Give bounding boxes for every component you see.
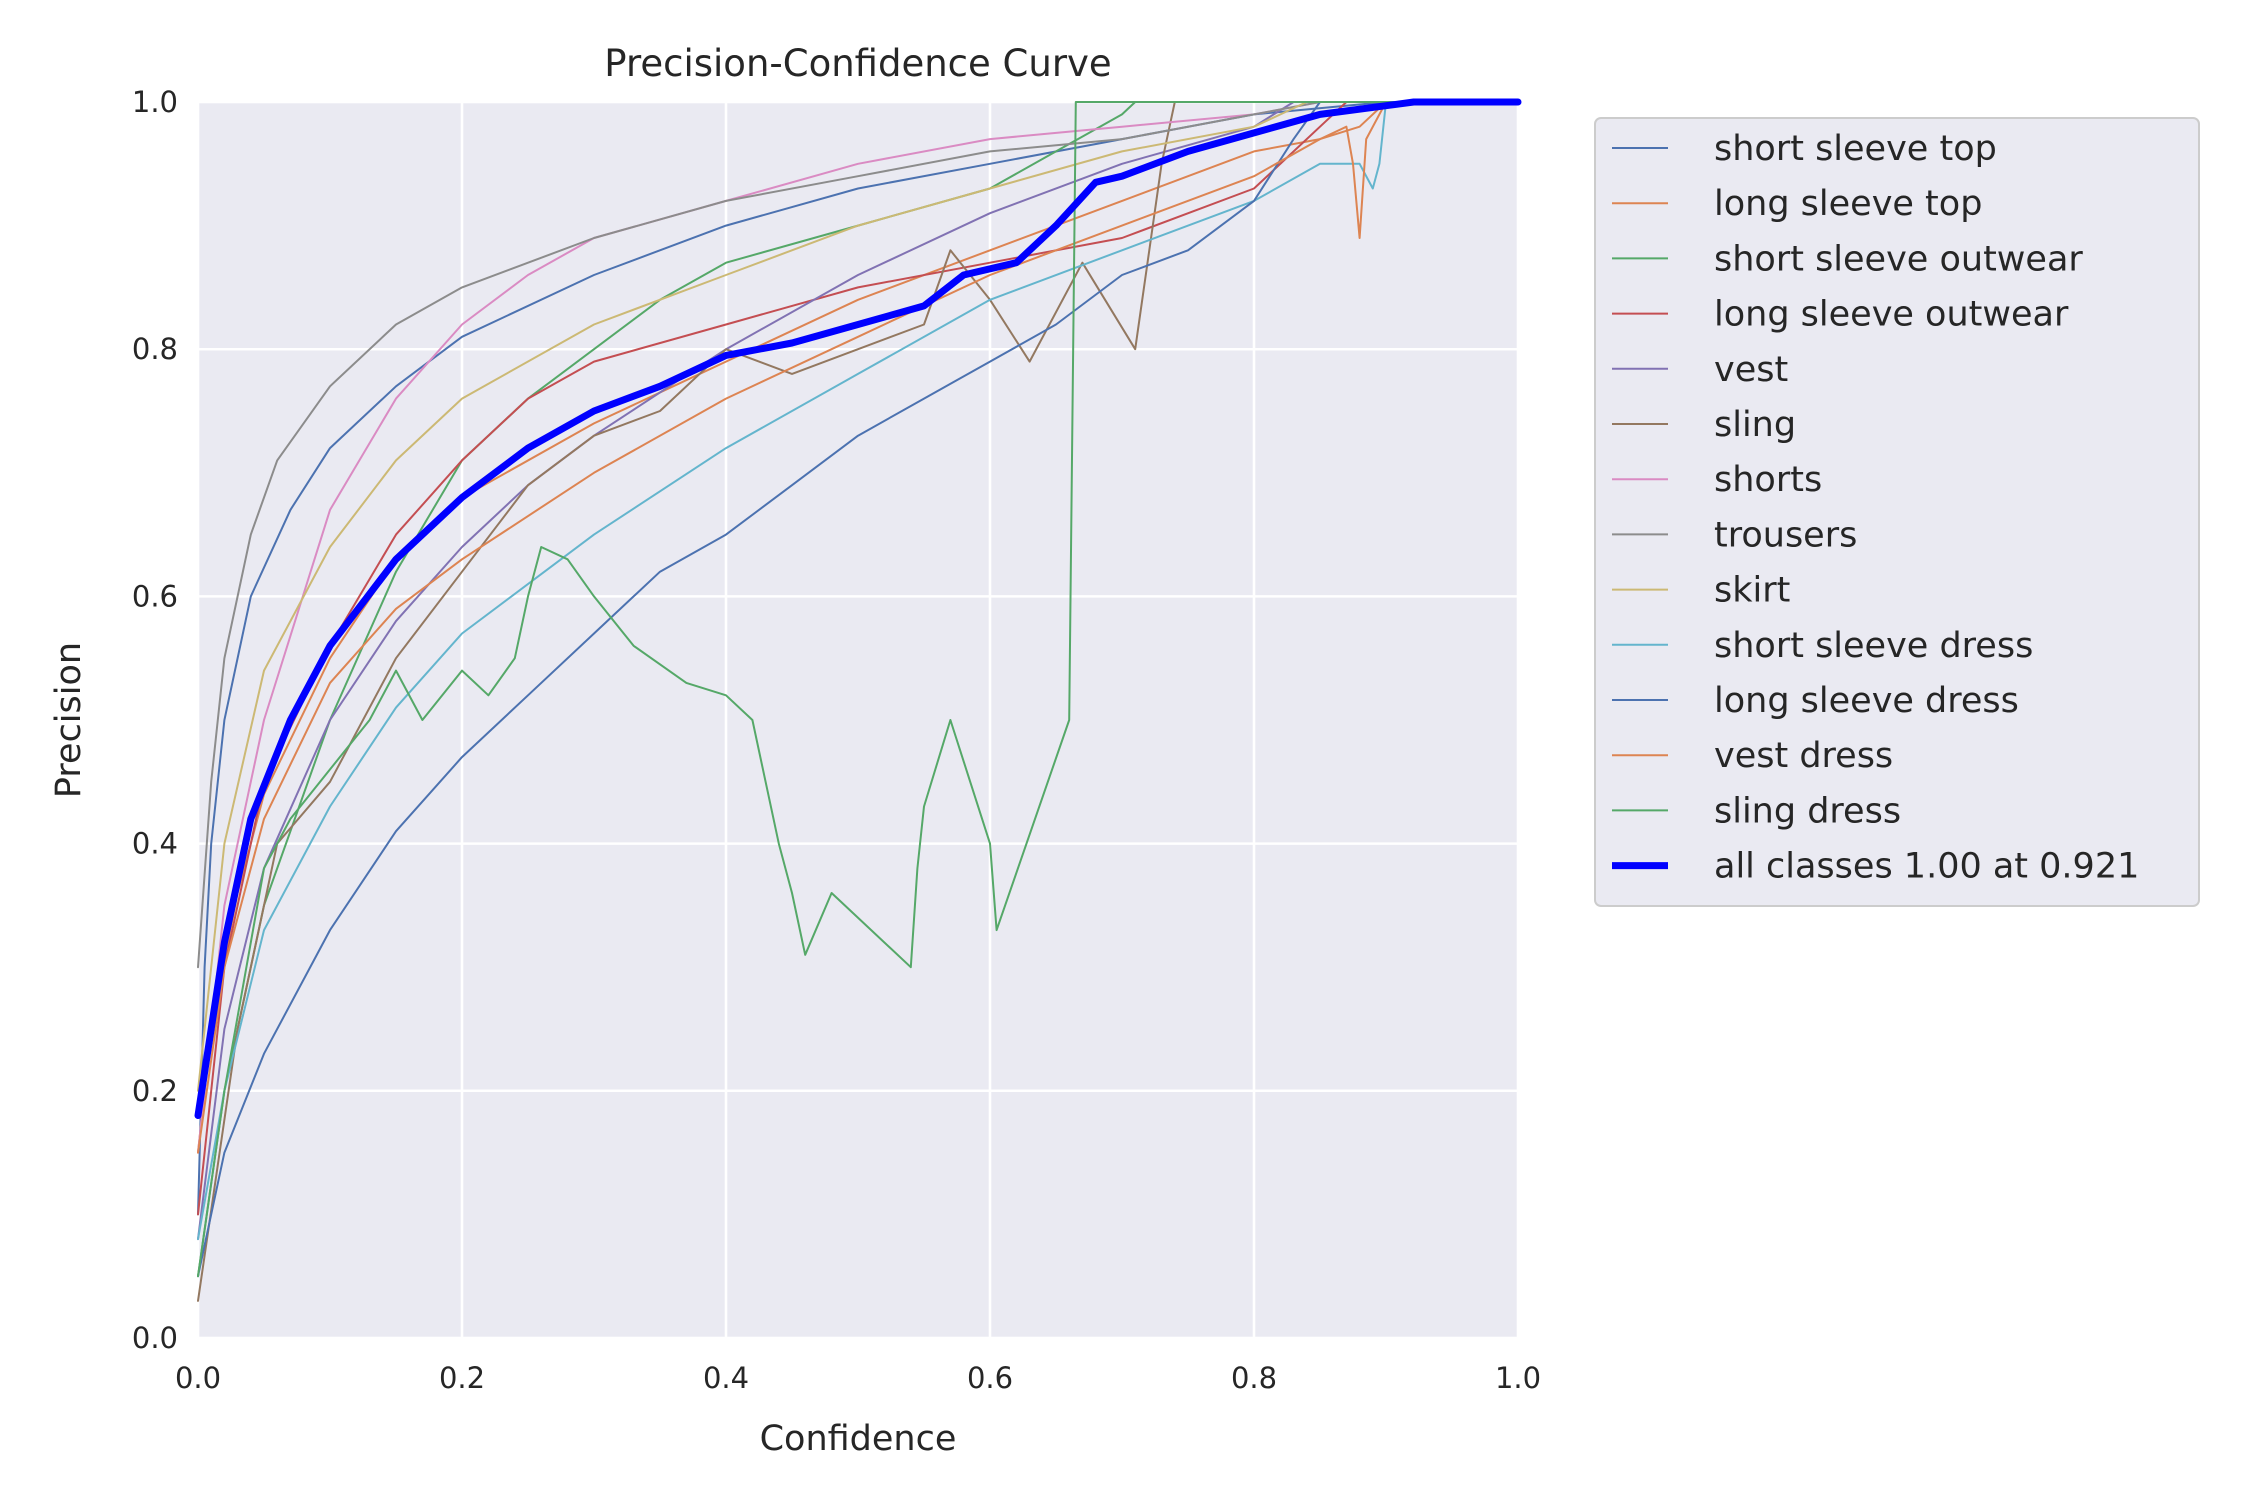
legend-label-sling: sling [1714, 405, 1796, 445]
legend-label-vest-dress: vest dress [1714, 736, 1893, 776]
x-tick-label: 0.6 [967, 1361, 1013, 1395]
series-line-trousers [197, 101, 1519, 969]
y-axis-label: Precision [49, 642, 89, 798]
legend-label-trousers: trousers [1714, 515, 1857, 555]
legend-label-shorts: shorts [1714, 460, 1822, 500]
legend-label-short-sleeve-outwear: short sleeve outwear [1714, 239, 2083, 279]
legend-label-long-sleeve-dress: long sleeve dress [1714, 681, 2019, 721]
legend-label-vest: vest [1714, 350, 1788, 390]
y-tick-label: 0.8 [132, 332, 178, 366]
y-tick-label: 1.0 [132, 85, 178, 119]
x-tick-label: 0.4 [703, 1361, 749, 1395]
y-tick-label: 0.4 [132, 827, 178, 861]
legend-label-long-sleeve-outwear: long sleeve outwear [1714, 295, 2069, 335]
chart-title: Precision-Confidence Curve [604, 42, 1111, 85]
y-tick-labels: 0.0 0.2 0.4 0.6 0.8 1.0 [132, 85, 178, 1355]
x-tick-labels: 0.0 0.2 0.4 0.6 0.8 1.0 [175, 1361, 1541, 1395]
series-line-long-sleeve-dress [197, 101, 1519, 1278]
legend-label-sling-dress: sling dress [1714, 791, 1901, 831]
legend-label-skirt: skirt [1714, 571, 1790, 611]
legend-label-long-sleeve-top: long sleeve top [1714, 184, 1982, 224]
x-tick-label: 0.8 [1231, 1361, 1277, 1395]
y-tick-label: 0.2 [132, 1074, 178, 1108]
plot-background [198, 102, 1518, 1338]
y-tick-label: 0.6 [132, 579, 178, 613]
series-line-short-sleeve-outwear [197, 101, 1519, 1278]
series-line-vest-dress [197, 101, 1519, 1154]
series-line-sling-dress [197, 101, 1519, 1278]
legend-label-short-sleeve-top: short sleeve top [1714, 129, 1997, 169]
x-tick-label: 0.0 [175, 1361, 221, 1395]
legend: short sleeve top long sleeve top short sle… [1594, 117, 2200, 907]
series-line-all-classes-1-00-at-0-921 [194, 98, 1522, 1119]
series-line-skirt [197, 101, 1519, 1092]
legend-label-all-classes-1-00-at-0-921: all classes 1.00 at 0.921 [1714, 847, 2139, 887]
x-tick-label: 0.2 [439, 1361, 485, 1395]
y-tick-label: 0.0 [132, 1321, 178, 1355]
x-axis-label: Confidence [760, 1419, 957, 1459]
series-line-short-sleeve-dress [197, 101, 1519, 1241]
series-lines [194, 98, 1522, 1302]
legend-box [1594, 117, 2200, 907]
x-tick-label: 1.0 [1495, 1361, 1541, 1395]
legend-label-short-sleeve-dress: short sleeve dress [1714, 626, 2033, 666]
